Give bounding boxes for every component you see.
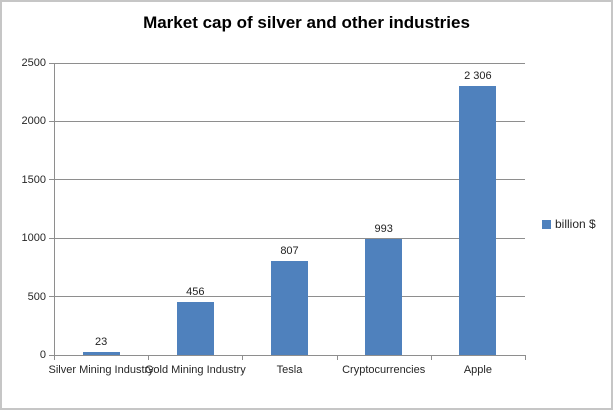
x-axis-category-label-gold-mining-industry: Gold Mining Industry [144,364,246,376]
y-axis-tick-mark [49,296,54,298]
y-axis-tick-label: 0 [39,349,46,361]
y-axis-tick-mark [49,120,54,122]
y-axis-line [54,63,55,355]
legend: billion $ [542,217,596,231]
y-axis-tick-label: 1500 [21,173,46,186]
y-axis-tick-label: 500 [27,290,46,303]
bar-value-label-silver-mining-industry: 23 [94,336,108,349]
bar-value-label-cryptocurrencies: 993 [374,223,393,236]
bar-value-label-apple: 2 306 [464,69,492,82]
x-axis-category-label-cryptocurrencies: Cryptocurrencies [342,364,426,376]
bar-tesla [271,260,308,355]
bar-value-label-gold-mining-industry: 456 [186,285,205,298]
bar-gold-mining-industry [176,301,214,355]
bar-value-label-tesla: 807 [280,244,299,257]
y-axis-tick-mark [49,237,54,239]
y-axis-tick-label: 2000 [21,115,46,128]
x-axis-tick-mark [242,355,244,360]
x-axis-tick-mark [525,355,526,360]
gridline-2000 [54,120,525,122]
x-axis-line [54,355,526,356]
x-axis-tick-mark [430,355,432,360]
x-axis-tick-mark [336,355,338,360]
gridline-1000 [54,237,525,239]
gridline-1500 [54,179,525,181]
x-axis-tick-mark [148,355,150,360]
x-axis-category-label-apple: Apple [463,364,492,376]
bar-apple [459,85,497,355]
legend-series-swatch-icon [542,219,551,229]
chart-title: Market cap of silver and other industrie… [143,13,470,32]
y-axis-tick-mark [49,179,54,181]
x-axis-category-label-tesla: Tesla [276,364,303,376]
bar-silver-mining-industry [82,352,120,355]
legend-label: billion $ [555,217,596,231]
y-axis-tick-mark [49,354,54,356]
y-axis-tick-label: 2500 [21,57,46,69]
y-axis-tick-mark [49,62,54,64]
x-axis-category-label-silver-mining-industry: Silver Mining Industry [48,364,154,376]
gridline-2500 [54,62,525,64]
bar-cryptocurrencies [365,239,403,355]
x-axis-tick-mark [54,355,55,360]
y-axis-tick-label: 1000 [21,232,46,245]
